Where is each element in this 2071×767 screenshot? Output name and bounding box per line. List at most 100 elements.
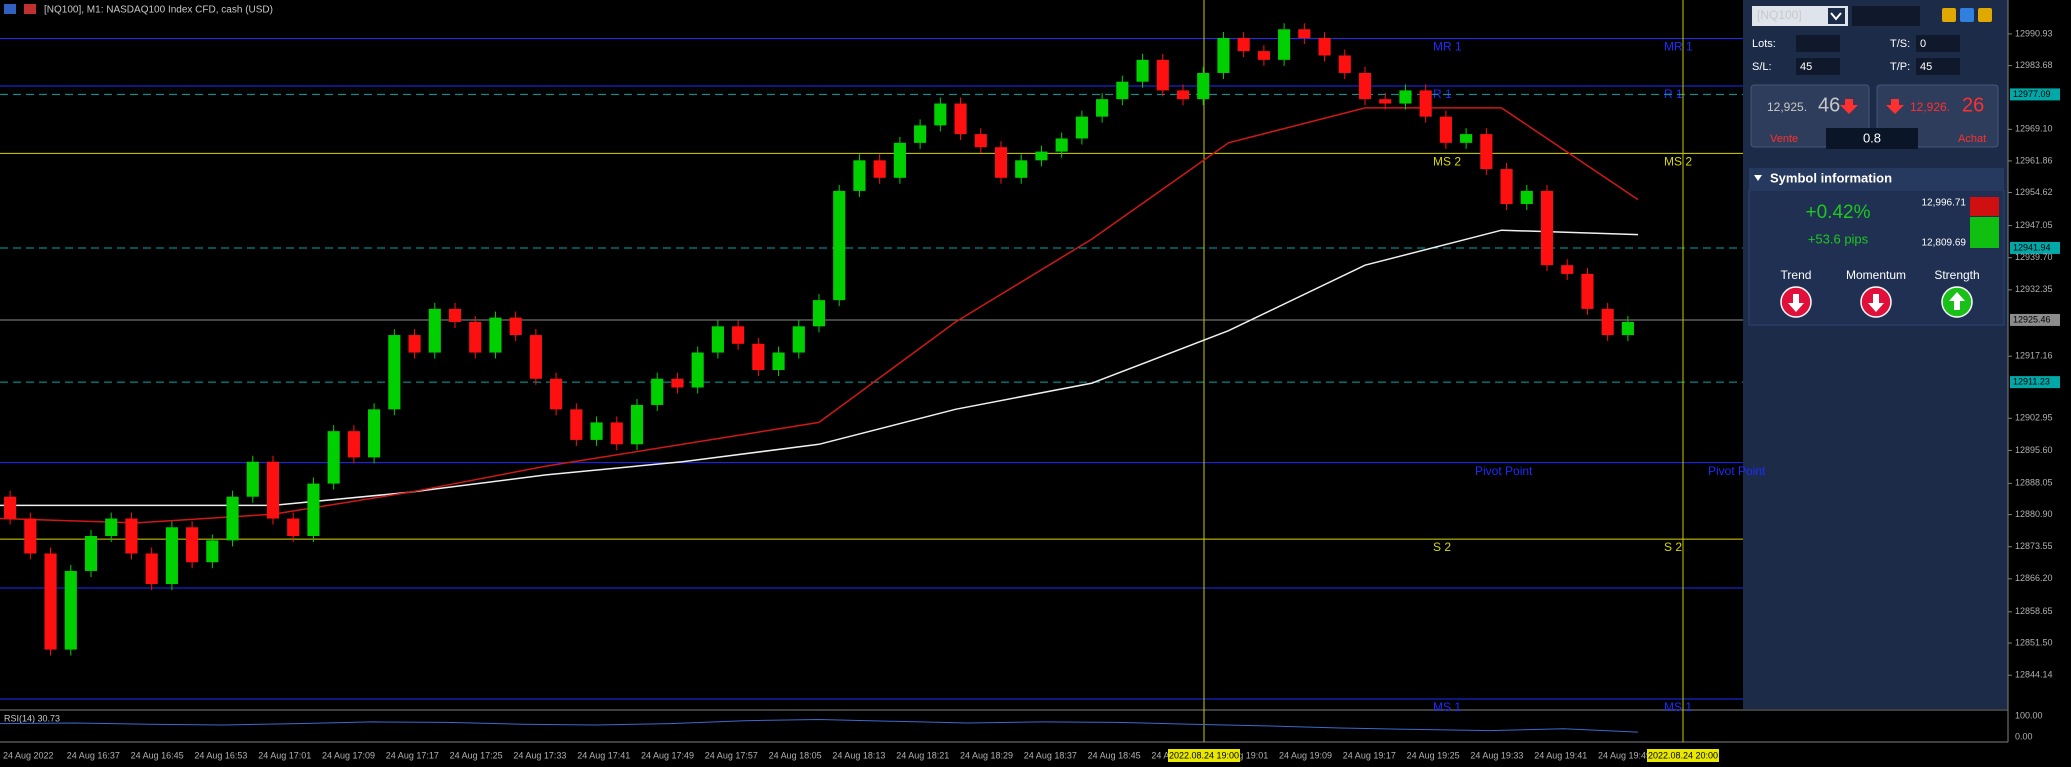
candle [1561, 265, 1574, 274]
candle [651, 378, 664, 405]
candle [792, 326, 805, 353]
candle [1460, 134, 1473, 143]
candle [327, 431, 340, 484]
ts-input[interactable] [1916, 35, 1960, 52]
x-tick-label: 24 Aug 19:49 [1598, 750, 1651, 760]
candle [1621, 321, 1634, 336]
candle [752, 343, 765, 371]
candle [590, 422, 603, 440]
buy-price: 12,926. [1910, 100, 1950, 114]
x-tick-label: 24 Aug 19:41 [1534, 750, 1587, 760]
pivot-label: Pivot Point [1475, 464, 1533, 478]
pivot-label: MS 2 [1664, 155, 1692, 169]
candle [1399, 90, 1412, 104]
tool-button[interactable] [1978, 8, 1992, 22]
candle [125, 518, 138, 554]
candle [994, 147, 1008, 178]
sl-input[interactable] [1796, 58, 1840, 75]
symbol: [NQ100] [1757, 8, 1802, 22]
candle [610, 422, 623, 445]
symbol-select[interactable] [1752, 6, 1848, 26]
candle [914, 125, 927, 143]
candle [1257, 51, 1270, 60]
pivot-label: MR 1 [1664, 40, 1693, 54]
y-tick-label: 12983.68 [2015, 60, 2053, 70]
y-tick-label: 12866.20 [2015, 573, 2053, 583]
candle [145, 553, 158, 585]
time-marker-label: 2022.08.24 20:00 [1648, 750, 1718, 760]
candle [489, 317, 502, 353]
candle [448, 308, 462, 322]
tool-button[interactable] [1942, 8, 1956, 22]
x-tick-label: 24 Aug 17:33 [513, 750, 566, 760]
x-tick-label: 24 Aug 18:21 [896, 750, 949, 760]
search-field[interactable] [1852, 6, 1920, 26]
y-tick-label: 12902.95 [2015, 413, 2053, 423]
x-tick-label: 24 Aug 19:01 [1215, 750, 1268, 760]
candle [105, 518, 118, 537]
settings-button[interactable] [1960, 8, 1974, 22]
candle [732, 326, 745, 344]
candle [1237, 38, 1250, 52]
x-tick-label: 24 Aug 17:41 [577, 750, 630, 760]
y-tick-label: 12969.10 [2015, 124, 2053, 134]
candle [24, 518, 37, 554]
price-marker-box [2010, 313, 2060, 326]
tp-input[interactable] [1916, 58, 1960, 75]
menu-icon[interactable] [4, 4, 16, 14]
x-tick-label: 24 Aug 18:13 [832, 750, 885, 760]
chart-icon[interactable] [24, 4, 36, 14]
buy-label: Achat [1958, 133, 1986, 145]
x-tick-label: 24 Aug 19:33 [1470, 750, 1523, 760]
candle [165, 527, 178, 585]
volume-input[interactable] [1826, 128, 1918, 149]
pivot-label: MS 2 [1433, 155, 1461, 169]
candle [1358, 72, 1372, 100]
candle [509, 317, 522, 336]
candle [1480, 134, 1493, 170]
candle [691, 352, 704, 388]
lots-input[interactable] [1796, 35, 1840, 52]
indicator-label: Trend [1781, 268, 1812, 282]
price-marker-label: 12925.46 [2013, 314, 2051, 324]
candle [630, 404, 644, 445]
ts-value: 0 [1920, 38, 1926, 50]
candle [1116, 81, 1129, 100]
y-tick-label: 12873.55 [2015, 541, 2053, 551]
x-tick-label: 24 Aug 2022 [3, 750, 54, 760]
candle [812, 300, 826, 327]
info-header[interactable] [1749, 168, 2004, 189]
candle [873, 160, 886, 178]
candle [1581, 273, 1594, 309]
sell-label: Vente [1770, 133, 1798, 145]
x-tick-label: 24 Aug 18:37 [1024, 750, 1077, 760]
candle [1419, 90, 1432, 117]
x-tick-label: 24 Aug 18:45 [1088, 750, 1141, 760]
candle [1439, 116, 1452, 143]
indicator-group: Trend Momentum Strength [1780, 268, 1980, 318]
x-tick-label: 24 Aug 18:29 [960, 750, 1013, 760]
sl-value: 45 [1800, 61, 1812, 73]
sl-label: S/L: [1752, 61, 1772, 73]
candle [1096, 99, 1109, 117]
x-tick-label: 24 Aug 16:37 [67, 750, 120, 760]
y-tick-label: 12939.70 [2015, 252, 2053, 262]
range-low: 12,809.69 [1922, 238, 1967, 249]
pivot-label: MS 1 [1433, 700, 1461, 714]
indicator-arrow [1868, 294, 1884, 312]
candle [1540, 190, 1554, 266]
y-tick-label: 12844.14 [2015, 670, 2053, 680]
candle [246, 461, 259, 497]
price-marker-label: 12941.94 [2013, 242, 2051, 252]
candle [1520, 190, 1533, 205]
x-tick-label: 24 Aug 16:45 [131, 750, 184, 760]
rsi-tick-label: 100.00 [2015, 710, 2043, 720]
candle [84, 536, 98, 571]
y-tick-label: 12858.65 [2015, 606, 2053, 616]
select-arrow[interactable] [1828, 8, 1845, 24]
candle [226, 496, 239, 541]
change-pips: +53.6 pips [1808, 231, 1869, 246]
candle [570, 409, 583, 440]
